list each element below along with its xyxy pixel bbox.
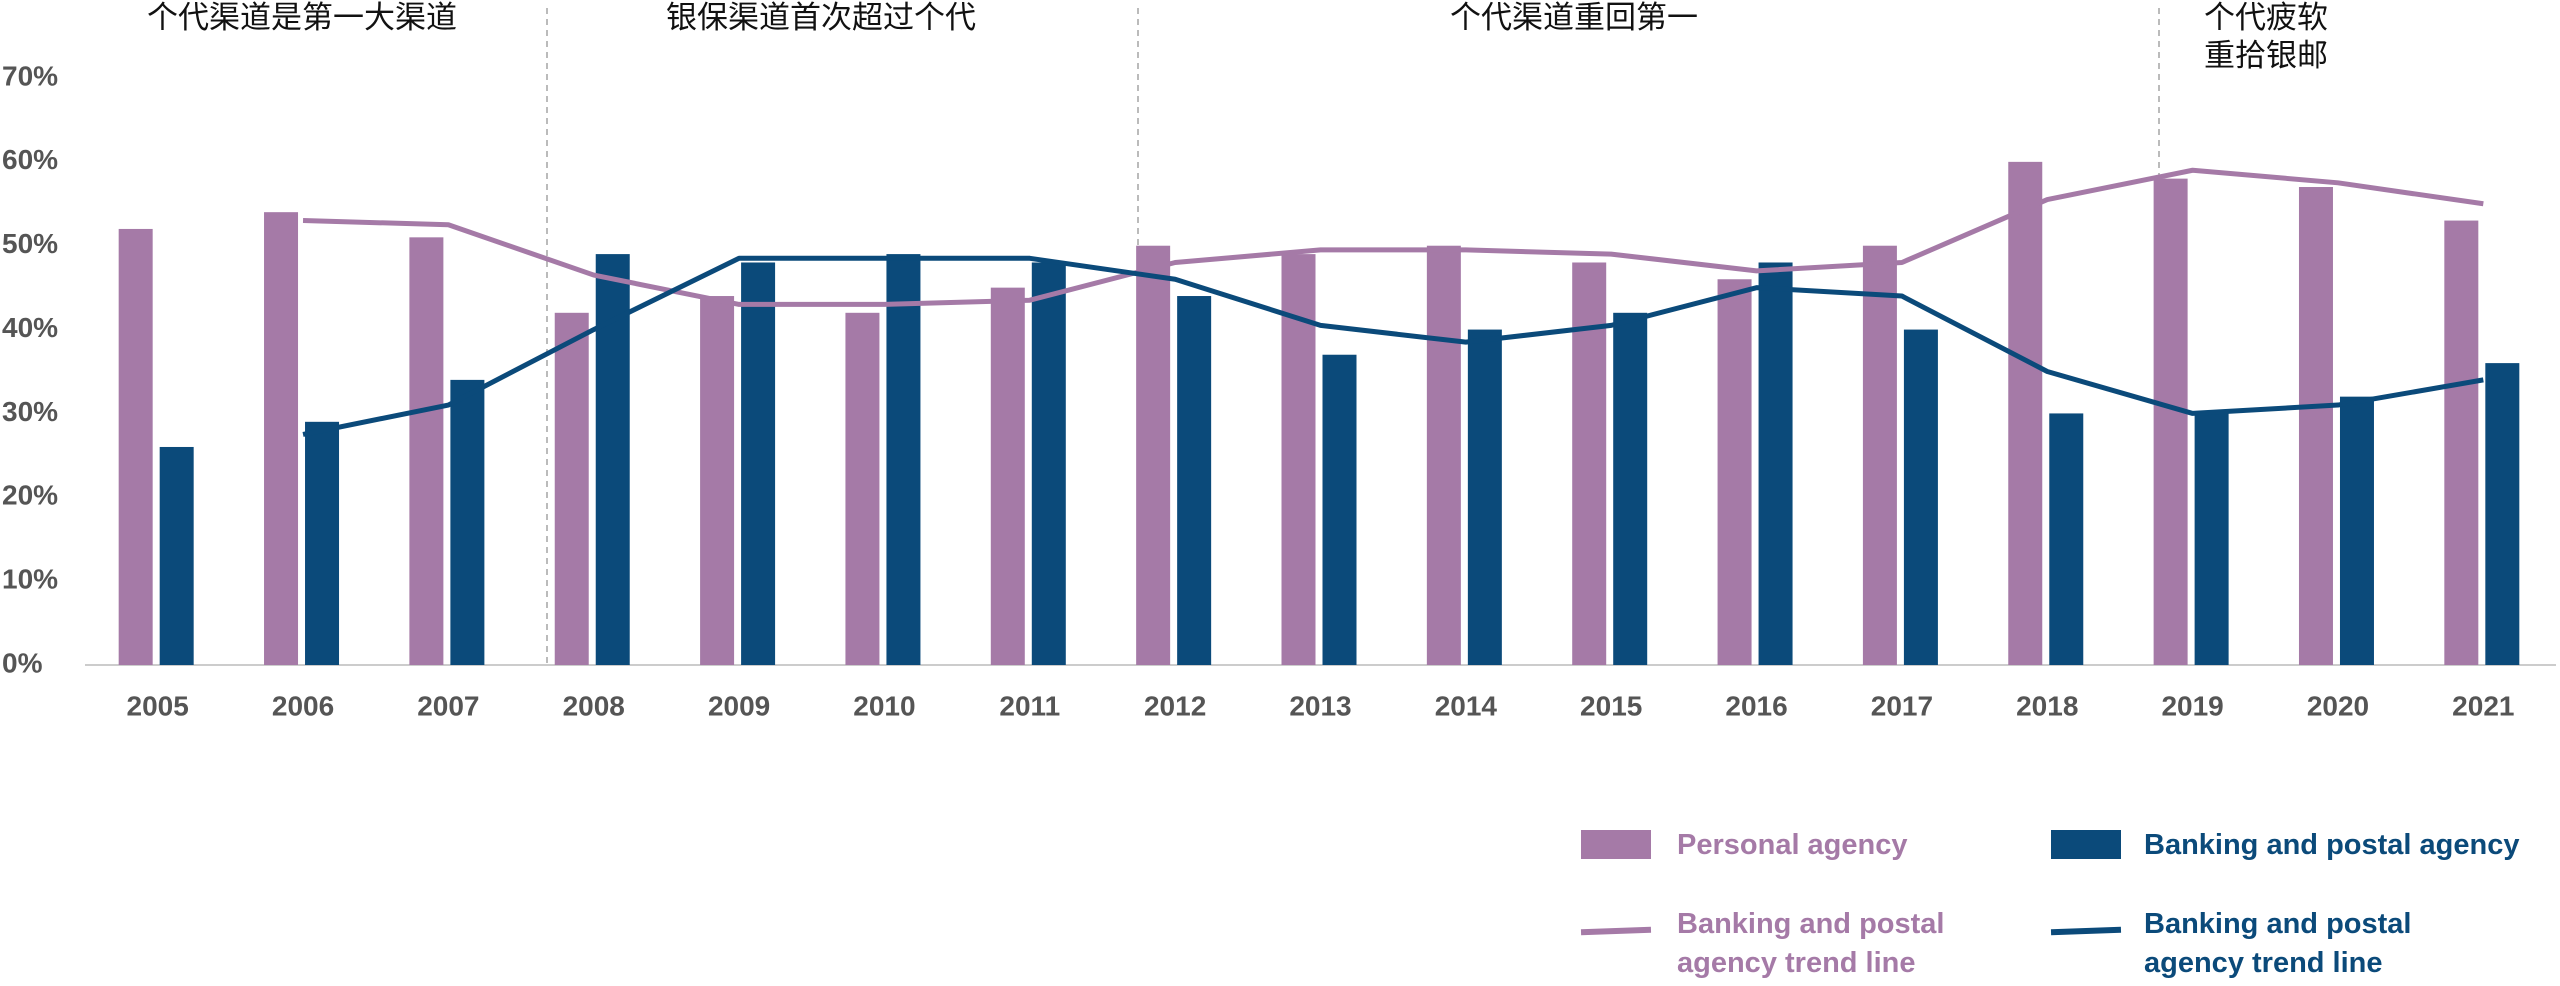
y-tick-label: 60% (2, 144, 58, 175)
x-tick-label: 2016 (1725, 690, 1787, 721)
y-tick-label: 50% (2, 228, 58, 259)
bar (845, 312, 880, 665)
bar (1613, 312, 1648, 665)
y-tick-label: 0% (2, 647, 43, 678)
bar (1322, 354, 1357, 665)
bar (450, 379, 485, 665)
x-tick-label: 2021 (2452, 690, 2514, 721)
bar (554, 312, 589, 665)
period-label: 个代疲软 (2204, 0, 2328, 35)
bar (264, 212, 299, 665)
period-label: 银保渠道首次超过个代 (666, 0, 976, 35)
legend-label: Banking and postal agency trend line (1677, 908, 1945, 979)
bar (2444, 220, 2479, 666)
y-tick-label: 70% (2, 60, 58, 91)
legend-label: Banking and postal agency trend line (2144, 908, 2412, 979)
x-tick-label: 2011 (999, 690, 1060, 721)
x-tick-label: 2006 (272, 690, 334, 721)
x-tick-label: 2005 (127, 690, 189, 721)
period-label: 个代渠道重回第一 (1450, 0, 1698, 35)
bar (1467, 329, 1502, 665)
x-tick-label: 2017 (1871, 690, 1933, 721)
bar (1572, 262, 1607, 665)
x-tick-label: 2007 (417, 690, 479, 721)
y-tick-label: 10% (2, 564, 58, 595)
bar (990, 287, 1025, 665)
bar (700, 296, 735, 665)
bar (2008, 161, 2043, 665)
bar (305, 421, 340, 665)
x-tick-label: 2020 (2307, 690, 2369, 721)
bar (1717, 279, 1752, 665)
bar (1758, 262, 1793, 665)
bar (2049, 413, 2084, 665)
bar (118, 228, 153, 665)
legend-label: Personal agency (1677, 829, 1908, 861)
bar (1136, 245, 1171, 665)
x-tick-label: 2009 (708, 690, 770, 721)
period-label: 重拾银邮 (2204, 38, 2328, 73)
x-tick-label: 2013 (1289, 690, 1351, 721)
x-tick-label: 2014 (1435, 690, 1498, 721)
x-tick-label: 2018 (2016, 690, 2078, 721)
bar (2485, 363, 2520, 665)
bar (2153, 178, 2188, 665)
bar (1031, 262, 1066, 665)
trend-line (302, 167, 2484, 307)
bar (886, 254, 921, 665)
legend-swatch (2051, 830, 2121, 859)
bar (1903, 329, 1938, 665)
x-tick-label: 2019 (2161, 690, 2223, 721)
y-tick-label: 20% (2, 480, 58, 511)
x-tick-label: 2015 (1580, 690, 1642, 721)
bar (2298, 187, 2333, 665)
bar (741, 262, 776, 665)
legend-swatch (1581, 830, 1651, 859)
legend-label: Banking and postal agency (2144, 829, 2520, 861)
bar (1426, 245, 1461, 665)
bar (2339, 396, 2374, 665)
x-tick-label: 2008 (563, 690, 625, 721)
bar (1177, 296, 1212, 665)
y-tick-label: 40% (2, 312, 58, 343)
x-tick-label: 2012 (1144, 690, 1206, 721)
bar (159, 446, 194, 665)
bar (2194, 413, 2229, 665)
bar (409, 237, 444, 666)
bar (1862, 245, 1897, 665)
period-label: 个代渠道是第一大渠道 (147, 0, 457, 35)
y-tick-label: 30% (2, 396, 58, 427)
trend-line (302, 255, 2484, 437)
x-tick-label: 2010 (853, 690, 915, 721)
